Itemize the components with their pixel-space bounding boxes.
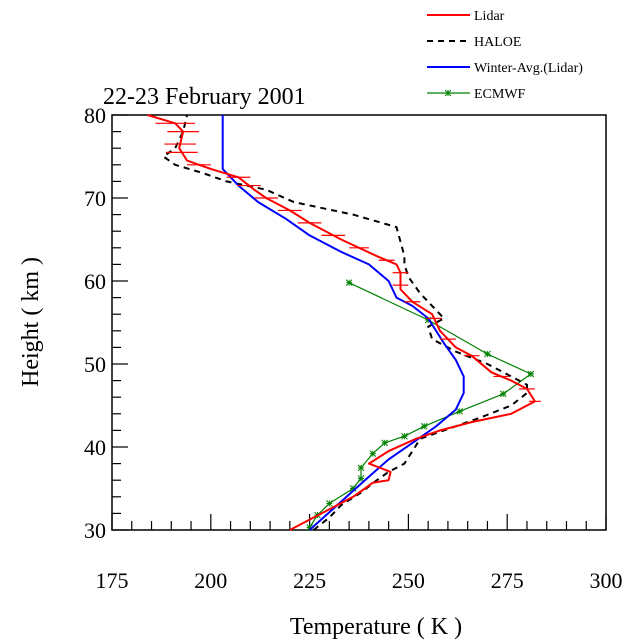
x-axis: 175 200 225 250 275 300 (96, 514, 623, 593)
series-layer (147, 114, 541, 531)
series-haloe (162, 114, 528, 531)
ecmwf-marker (444, 89, 452, 97)
legend-item-lidar: Lidar (427, 9, 505, 24)
series-line-ecmwf (309, 282, 532, 528)
ecmwf-marker (357, 475, 365, 482)
ecmwf-marker (381, 439, 389, 447)
x-tick-label: 225 (293, 568, 326, 593)
series-lidar (147, 114, 541, 531)
legend-label: ECMWF (474, 87, 526, 102)
ecmwf-marker (369, 450, 377, 457)
y-tick-label: 30 (84, 518, 106, 543)
ecmwf-marker (401, 432, 408, 440)
chart-title: 22-23 February 2001 (103, 84, 306, 110)
legend-item-ecmwf: ECMWF (427, 87, 526, 102)
ecmwf-marker (527, 370, 535, 378)
series-line-winter-avg-lidar (221, 115, 465, 531)
y-tick-label: 70 (84, 186, 106, 211)
ecmwf-marker (420, 422, 428, 430)
series-line-lidar (147, 114, 536, 531)
ecmwf-marker (456, 407, 464, 415)
x-tick-label: 250 (392, 568, 425, 593)
ecmwf-marker (345, 279, 353, 287)
x-tick-label: 300 (590, 568, 623, 593)
legend-label: Lidar (474, 9, 505, 24)
ecmwf-marker (499, 390, 507, 398)
legend-item-haloe: HALOE (427, 35, 521, 50)
y-axis: 30 40 50 60 70 80 (84, 103, 128, 543)
legend-item-winter-avg-lidar: Winter-Avg.(Lidar) (427, 61, 583, 76)
legend-label: Winter-Avg.(Lidar) (474, 61, 583, 76)
x-tick-label: 200 (194, 568, 227, 593)
y-tick-label: 60 (84, 269, 106, 294)
series-line-haloe (162, 114, 528, 531)
ecmwf-marker (484, 350, 491, 358)
x-tick-label: 275 (491, 568, 524, 593)
plot-area (111, 114, 607, 531)
x-axis-title: Temperature ( K ) (290, 614, 462, 640)
y-tick-label: 80 (84, 103, 106, 128)
ecmwf-marker (357, 464, 365, 472)
y-axis-title: Height ( km ) (18, 257, 44, 387)
x-tick-label: 175 (96, 568, 129, 593)
series-winter-avg-lidar (221, 115, 465, 531)
legend: Lidar HALOE Winter-Avg.(Lidar) ECMWF (427, 9, 583, 102)
series-ecmwf (306, 279, 535, 531)
y-tick-label: 50 (84, 352, 106, 377)
y-tick-label: 40 (84, 435, 106, 460)
ecmwf-marker (326, 500, 333, 507)
legend-label: HALOE (474, 35, 521, 50)
